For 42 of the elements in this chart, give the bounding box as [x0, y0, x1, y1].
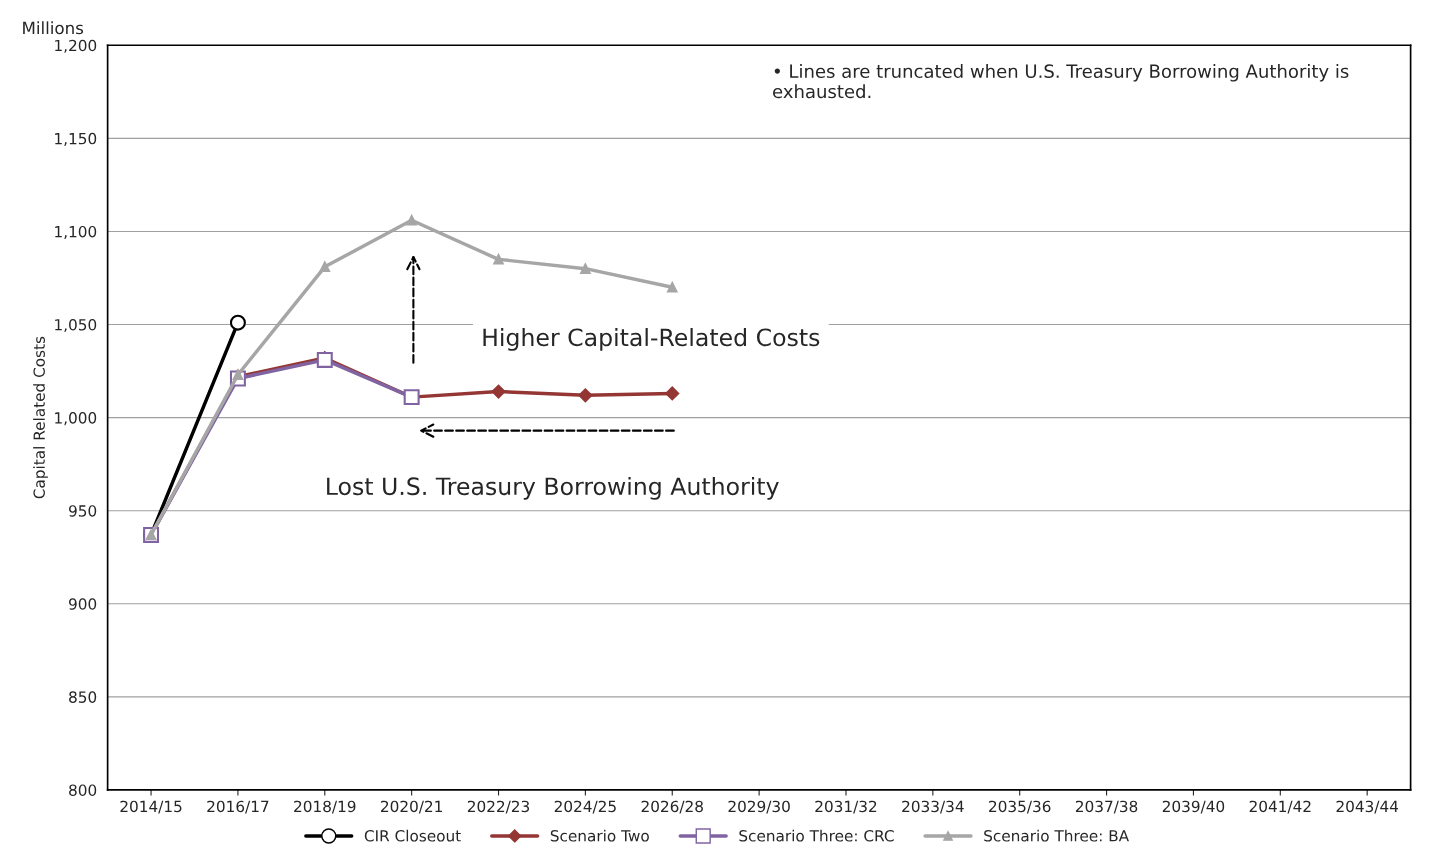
point: [578, 388, 593, 403]
legend-label: Scenario Three: CRC: [739, 829, 894, 842]
point: [493, 254, 504, 265]
y-tick-label: 1,000: [55, 412, 97, 426]
y-tick-label: 900: [69, 598, 97, 610]
x-tick-label: 2035/36: [989, 800, 1051, 814]
x-tick-label: 2039/40: [1162, 800, 1225, 814]
annotation: Lost U.S. Treasury Borrowing Authority: [327, 476, 779, 500]
point: [406, 215, 417, 226]
legend-label: Scenario Two: [550, 829, 649, 842]
x-tick-label: 2031/32: [815, 800, 877, 814]
x-tick-label: 2037/38: [1075, 800, 1138, 814]
annotation: Higher Capital-Related Costs: [483, 327, 820, 351]
x-tick-label: 2020/21: [381, 800, 442, 814]
point: [580, 263, 591, 274]
legend-label: Scenario Three: BA: [984, 829, 1130, 842]
annotation: • Lines are truncated when U.S. Treasury Borrowing Authority is exhausted.: [773, 64, 1349, 99]
point: [319, 261, 330, 273]
y-tick-label: 850: [69, 691, 97, 703]
x-tick-label: 2029/30: [728, 800, 790, 814]
x-tick-label: 2041/42: [1249, 800, 1311, 814]
x-tick-label: 2033/34: [902, 800, 964, 814]
y-axis-title: Capital Related Costs: [33, 336, 48, 499]
y-tick-label: 1,100: [55, 225, 97, 240]
point: [667, 282, 678, 293]
y-tick-label: 1,200: [55, 39, 97, 53]
point: [229, 314, 246, 331]
y-tick-label: 1,050: [55, 318, 97, 333]
legend-label: CIR Closeout: [364, 829, 461, 842]
x-tick-label: 2018/19: [294, 800, 356, 814]
y-tick-label: 1,150: [55, 132, 97, 146]
point: [491, 384, 506, 399]
text: Millions: [23, 21, 84, 35]
x-tick-label: 2016/17: [207, 800, 269, 814]
y-tick-label: 950: [69, 505, 97, 517]
x-tick-label: 2024/25: [554, 800, 616, 814]
x-tick-label: 2026/28: [641, 800, 703, 814]
x-tick-label: 2043/44: [1336, 800, 1399, 814]
x-tick-label: 2022/23: [467, 800, 530, 814]
point: [665, 386, 680, 401]
y-tick-label: 800: [69, 784, 97, 796]
x-tick-label: 2014/15: [120, 800, 182, 814]
